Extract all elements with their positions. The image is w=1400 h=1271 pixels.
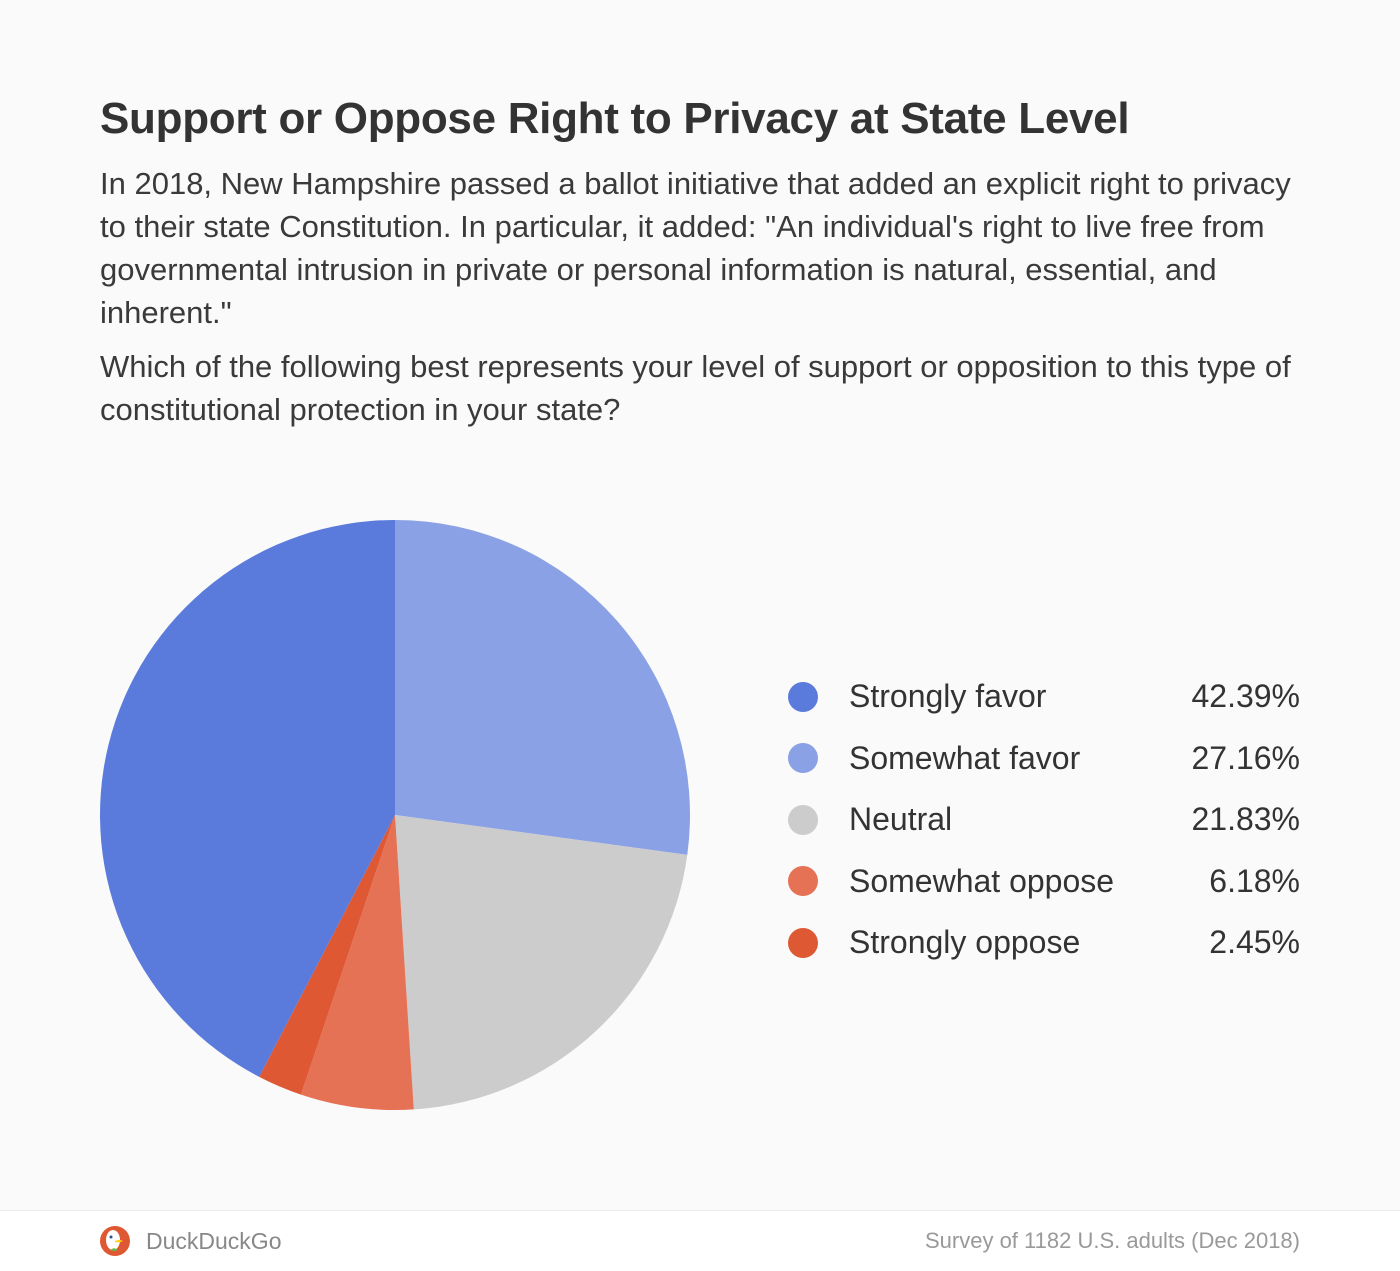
legend-label: Somewhat oppose (849, 862, 1115, 899)
legend-label: Somewhat favor (849, 739, 1081, 776)
legend-value: 27.16% (1191, 739, 1300, 776)
legend-value: 2.45% (1209, 924, 1300, 961)
legend-label: Neutral (849, 801, 953, 838)
legend-swatch (788, 743, 818, 774)
pie-slice-strongly-oppose (259, 815, 395, 1095)
source-note: Survey of 1182 U.S. adults (Dec 2018) (924, 1228, 1300, 1253)
legend-swatch (788, 866, 818, 897)
pie-chart (99, 520, 690, 1110)
legend-swatch (788, 927, 818, 958)
legend-value: 21.83% (1191, 801, 1300, 838)
legend-item: Somewhat favor 27.16% (788, 728, 1300, 790)
legend-swatch (788, 681, 818, 712)
legend-item: Somewhat oppose 6.18% (788, 851, 1300, 913)
legend-item: Strongly favor 42.39% (788, 666, 1300, 728)
legend-item: Strongly oppose 2.45% (788, 912, 1300, 974)
duckduckgo-logo-icon (100, 1226, 130, 1256)
chart-description: In 2018, New Hampshire passed a ballot i… (100, 166, 1291, 330)
pie-slice-neutral (395, 815, 688, 1110)
legend-item: Neutral 21.83% (788, 789, 1300, 851)
legend-label: Strongly favor (849, 678, 1047, 715)
footer: DuckDuckGo Survey of 1182 U.S. adults (D… (0, 1210, 1400, 1271)
legend-swatch (788, 804, 818, 835)
chart-title: Support or Oppose Right to Privacy at St… (100, 94, 1130, 143)
legend-value: 42.39% (1191, 678, 1300, 715)
legend: Strongly favor 42.39% Somewhat favor 27.16%… (788, 666, 1300, 974)
pie-slice-somewhat-favor (395, 520, 690, 855)
pie-slice-strongly-favor (99, 520, 395, 1077)
brand-name: DuckDuckGo (146, 1227, 282, 1254)
survey-question: Which of the following best represents y… (100, 349, 1291, 427)
legend-label: Strongly oppose (849, 924, 1081, 961)
legend-value: 6.18% (1209, 862, 1300, 899)
brand: DuckDuckGo (100, 1226, 281, 1256)
pie-slice-somewhat-oppose (300, 815, 414, 1110)
